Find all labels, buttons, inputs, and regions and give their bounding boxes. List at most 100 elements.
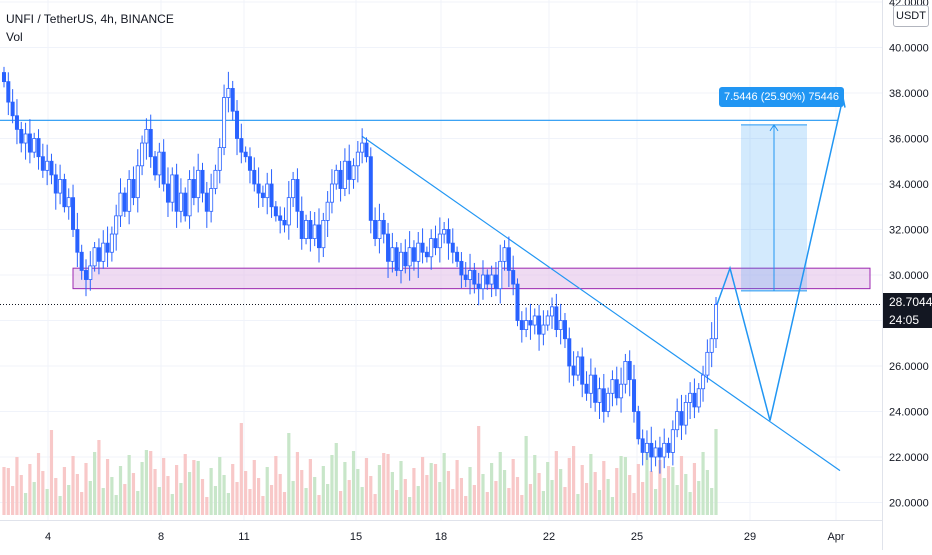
candle	[709, 322, 714, 368]
volume-bar	[75, 474, 79, 515]
candle	[204, 181, 209, 228]
volume-indicator-label[interactable]: Vol	[6, 30, 23, 44]
candle	[666, 437, 671, 459]
volume-bar	[101, 488, 105, 515]
volume-bar	[446, 471, 451, 515]
candle	[92, 242, 97, 272]
volume-bar	[481, 474, 485, 515]
x-tick-label: 8	[158, 531, 164, 543]
candle	[243, 146, 248, 163]
candle	[433, 225, 438, 256]
volume-bar	[114, 495, 118, 515]
candle-body	[109, 233, 114, 253]
candle-body	[213, 169, 218, 189]
measure-label[interactable]: 7.5446 (25.90%) 75446	[719, 87, 844, 107]
candle	[27, 119, 32, 164]
candle	[329, 169, 334, 214]
candle	[109, 226, 114, 262]
candle	[174, 163, 179, 228]
candle-body	[502, 247, 507, 262]
y-tick-label: 26.0000	[889, 361, 929, 373]
volume-bar	[187, 472, 192, 515]
volume-bar	[252, 460, 256, 515]
volume-bar	[602, 461, 606, 515]
candle	[36, 129, 41, 170]
volume-bar	[136, 491, 140, 515]
volume-bar	[459, 478, 464, 515]
candle	[88, 251, 93, 291]
candle	[506, 236, 511, 288]
volume-bar	[464, 496, 468, 515]
candle	[463, 262, 468, 288]
volume-bar	[49, 430, 54, 515]
volume-bar	[313, 477, 317, 515]
candle	[588, 358, 593, 409]
volume-bar	[153, 469, 157, 515]
candle-body	[101, 242, 106, 262]
candle	[325, 191, 330, 238]
volume-bar	[244, 471, 248, 515]
candle	[575, 351, 580, 381]
volume-bar	[183, 454, 187, 515]
candle-body	[575, 356, 580, 376]
volume-bar	[58, 496, 62, 515]
candle	[247, 147, 252, 184]
y-tick-label: 20.0000	[889, 498, 929, 510]
volume-bar	[209, 468, 213, 515]
volume-bar	[235, 482, 239, 515]
candle-body	[424, 251, 429, 258]
volume-bar	[274, 456, 278, 515]
candle	[657, 436, 662, 474]
volume-bar	[175, 465, 179, 515]
volume-bar	[429, 463, 433, 515]
candle-body	[657, 447, 662, 458]
volume-bar	[515, 477, 520, 515]
candle-body	[498, 260, 503, 290]
candle-body	[519, 320, 524, 330]
candle-body	[450, 242, 455, 253]
candle-body	[19, 128, 24, 144]
candle	[580, 347, 585, 398]
volume-bar	[451, 489, 455, 515]
drawing-lines[interactable]	[0, 96, 882, 472]
candle	[714, 296, 719, 349]
candle	[209, 173, 214, 223]
volume-bar	[524, 436, 528, 515]
currency-button[interactable]: USDT	[893, 5, 929, 27]
candle	[601, 373, 606, 423]
candle	[403, 239, 408, 274]
volume-bar	[248, 489, 252, 515]
candle-body	[260, 192, 265, 199]
candle-body	[528, 320, 533, 326]
candle-body	[632, 379, 637, 412]
candle	[153, 151, 158, 181]
volume-bar	[118, 466, 123, 515]
candle-body	[295, 179, 300, 212]
volume-bar	[550, 480, 554, 515]
volume-bar	[304, 488, 308, 515]
volume-bar	[563, 487, 567, 515]
candle	[66, 188, 71, 220]
candle-body	[398, 251, 403, 271]
candle	[101, 230, 106, 269]
volume-bar	[606, 479, 610, 515]
candle	[118, 178, 123, 227]
volume-bar	[498, 452, 502, 515]
volume-bar	[84, 463, 88, 515]
trendline	[361, 135, 841, 472]
candle-body	[127, 179, 132, 212]
candle	[304, 214, 309, 245]
candle-body	[351, 165, 356, 180]
candle-body	[644, 442, 649, 453]
volume-bar	[653, 489, 658, 515]
volume-bar	[675, 485, 679, 515]
volume-bar	[45, 489, 49, 515]
y-tick-label: 30.0000	[889, 270, 929, 282]
volume-bar	[200, 479, 205, 515]
candle	[515, 278, 520, 327]
candle	[178, 178, 183, 223]
volume-bar	[62, 467, 67, 515]
candle	[32, 132, 37, 158]
